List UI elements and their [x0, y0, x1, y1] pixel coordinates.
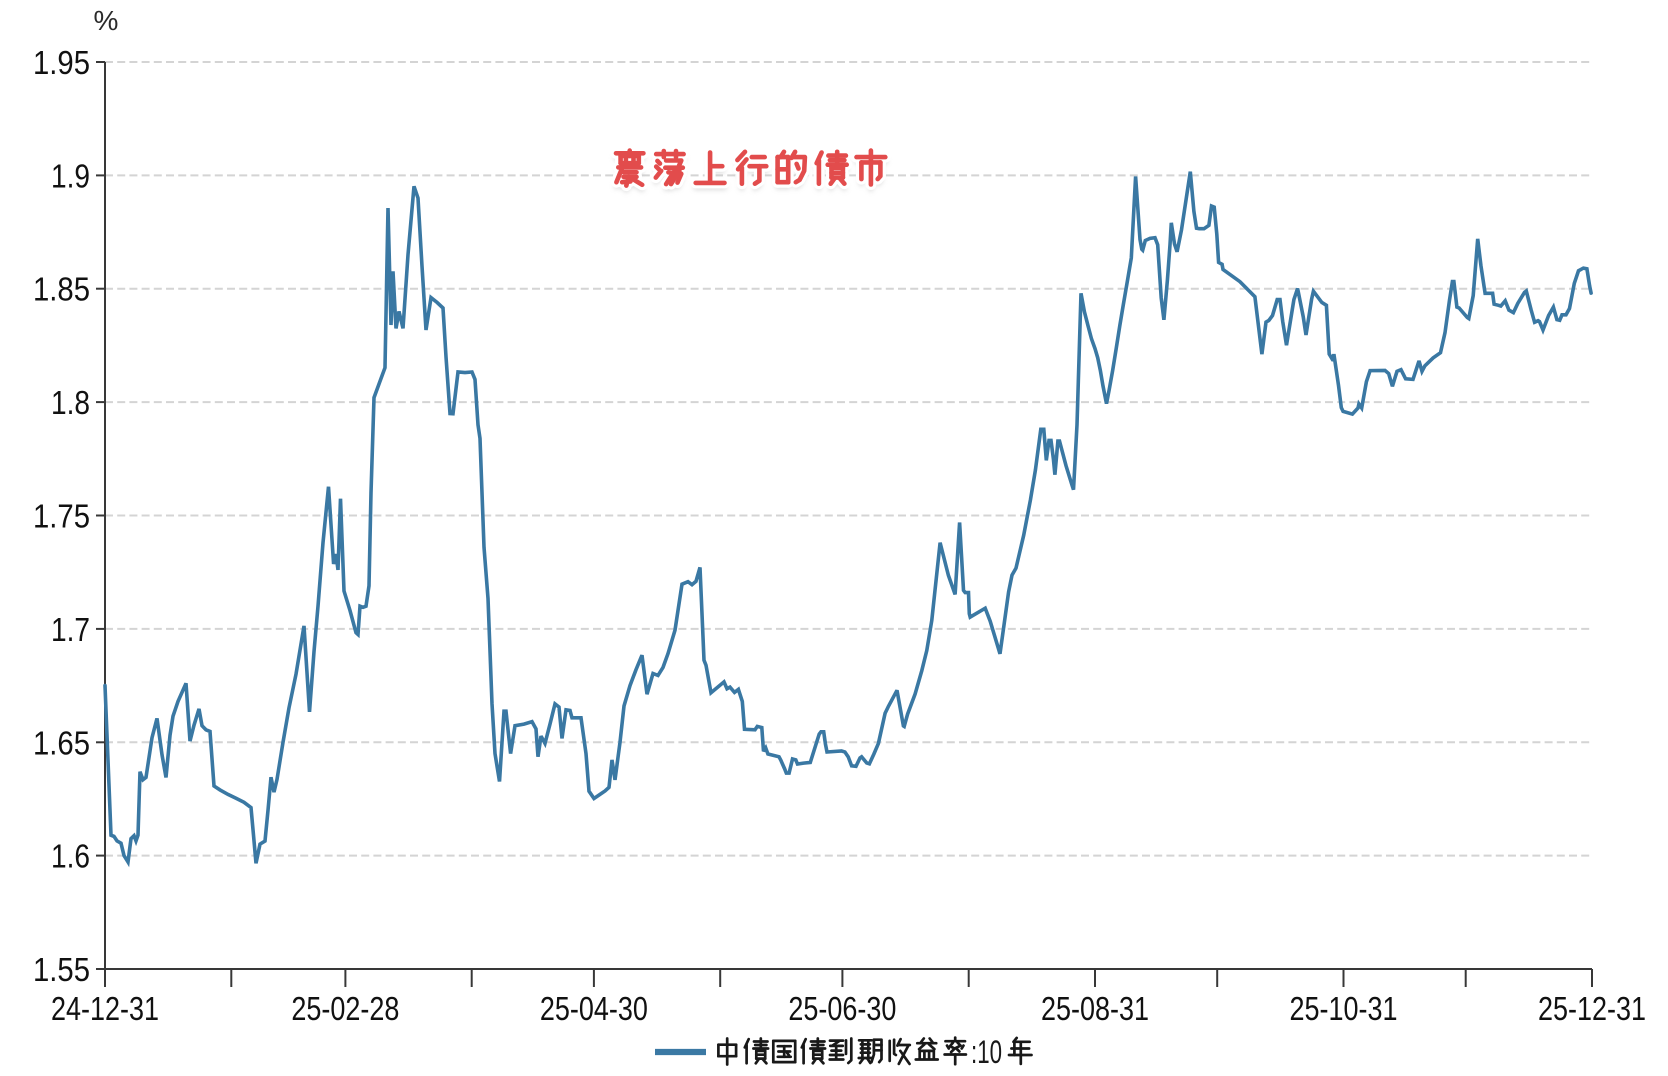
- svg-text:25-08-31: 25-08-31: [1041, 990, 1149, 1027]
- svg-text:1.65: 1.65: [33, 724, 90, 761]
- svg-text:1.75: 1.75: [33, 498, 90, 535]
- svg-text:25-10-31: 25-10-31: [1290, 990, 1398, 1027]
- svg-text:25-12-31: 25-12-31: [1538, 990, 1646, 1027]
- svg-text:1.6: 1.6: [51, 838, 90, 875]
- svg-text:25-02-28: 25-02-28: [291, 990, 399, 1027]
- svg-text:1.55: 1.55: [33, 951, 90, 988]
- svg-text:1.8: 1.8: [51, 384, 90, 421]
- svg-text:25-04-30: 25-04-30: [540, 990, 648, 1027]
- svg-text::10: :10: [971, 1034, 1002, 1070]
- svg-text:1.9: 1.9: [51, 157, 90, 194]
- svg-text:1.95: 1.95: [33, 44, 90, 81]
- svg-text:24-12-31: 24-12-31: [51, 990, 159, 1027]
- svg-text:1.85: 1.85: [33, 271, 90, 308]
- svg-text:25-06-30: 25-06-30: [788, 990, 896, 1027]
- svg-text:%: %: [94, 5, 119, 36]
- svg-text:1.7: 1.7: [51, 611, 90, 648]
